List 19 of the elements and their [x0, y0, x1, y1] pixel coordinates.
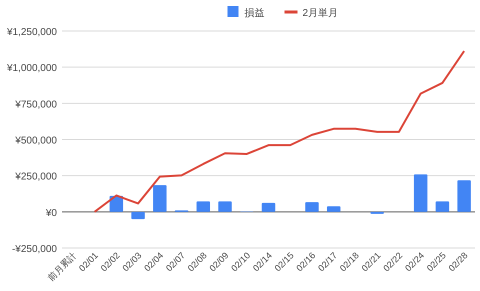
- y-tick-label: ¥0: [44, 208, 58, 219]
- y-tick-label: ¥1,250,000: [6, 27, 58, 38]
- y-tick-label: -¥250,000: [12, 244, 58, 255]
- bar: [436, 201, 450, 212]
- y-tick-label: ¥750,000: [14, 99, 58, 110]
- bar: [153, 185, 167, 212]
- bar: [131, 212, 145, 220]
- legend-label: 損益: [244, 7, 264, 19]
- bar: [305, 202, 319, 212]
- y-tick-label: ¥250,000: [14, 172, 58, 183]
- bar: [196, 201, 210, 212]
- legend-label: 2月単月: [302, 8, 338, 19]
- y-tick-label: ¥1,000,000: [6, 63, 58, 74]
- bar: [326, 206, 340, 212]
- bar: [262, 202, 276, 212]
- bar: [218, 201, 232, 212]
- y-tick-label: ¥500,000: [14, 136, 58, 146]
- bar: [457, 180, 471, 212]
- bar: [414, 174, 428, 212]
